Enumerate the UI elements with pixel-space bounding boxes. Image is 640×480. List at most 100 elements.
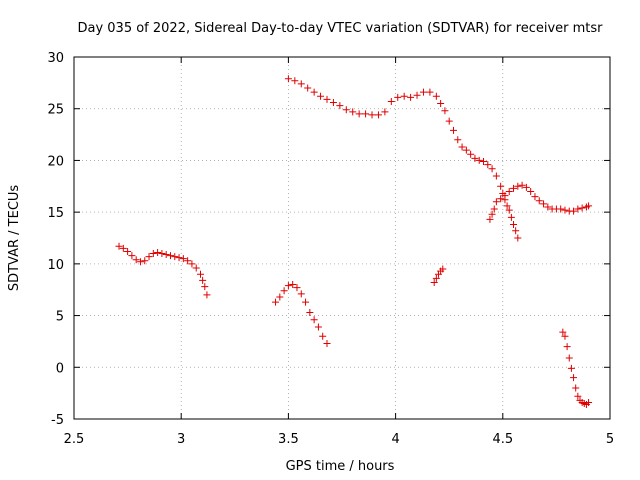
data-point [531,193,539,201]
data-point [522,183,530,191]
data-point [297,80,305,88]
x-axis-label: GPS time / hours [286,459,395,474]
data-point [310,88,318,96]
data-point [432,92,440,100]
y-tick-label: 30 [47,51,64,66]
data-point [368,111,376,119]
data-point [585,398,593,406]
data-point [284,75,292,83]
data-point [304,84,312,92]
data-point [497,182,505,190]
data-point [561,206,569,214]
data-point [323,339,331,347]
data-point [291,77,299,85]
data-point [306,308,314,316]
data-point [136,258,144,266]
data-point [276,293,284,301]
data-point [115,242,123,250]
axis-ticks [73,56,611,420]
data-point [154,248,162,256]
data-point [486,215,494,223]
data-point [490,205,498,213]
data-point [563,343,571,351]
data-point [527,187,535,195]
data-point [317,92,325,100]
data-point [488,165,496,173]
data-point [280,287,288,295]
data-point [437,100,445,108]
data-point [203,291,211,299]
x-tick-label: 4 [391,432,399,447]
data-point [544,203,552,211]
data-point [128,252,136,260]
data-point [574,392,582,400]
data-point [314,323,322,331]
data-point [561,332,569,340]
data-point [484,161,492,169]
data-point [149,250,157,258]
data-point [505,187,513,195]
y-tick-label: 20 [47,154,64,169]
data-point [467,150,475,158]
data-point [475,156,483,164]
data-point [419,88,427,96]
data-point [374,111,382,119]
data-point [430,278,438,286]
data-point [336,102,344,110]
data-point [507,213,515,221]
data-point [492,198,500,206]
data-point [175,254,183,262]
data-point [557,205,565,213]
data-point [199,276,207,284]
y-tick-label: -5 [51,413,64,428]
data-point [449,126,457,134]
data-point [119,244,127,252]
data-point [293,284,301,292]
data-point [480,157,488,165]
data-point [188,260,196,268]
data-point [302,298,310,306]
data-point [514,234,522,242]
data-point [540,200,548,208]
data-point [297,290,305,298]
data-point [355,110,363,118]
data-point [145,253,153,261]
data-point [454,136,462,144]
data-point [578,204,586,212]
x-tick-labels: 2.5 3 3.5 4 4.5 5 [64,432,614,447]
data-point [432,274,440,282]
data-point [284,282,292,290]
data-point [179,255,187,263]
data-point [132,256,140,264]
data-point [503,202,511,210]
data-point [585,202,593,210]
plot-frame [73,56,611,420]
data-point [426,88,434,96]
data-point [439,265,447,273]
data-point [458,143,466,151]
data-point [272,298,280,306]
y-tick-labels: -5 0 5 10 15 20 25 30 [47,51,64,428]
data-point [171,253,179,261]
data-point [192,264,200,272]
x-tick-label: 2.5 [64,432,85,447]
data-point [349,108,357,116]
data-point [362,110,370,118]
data-point [407,93,415,101]
data-point [413,91,421,99]
x-tick-label: 3 [177,432,185,447]
data-point [289,281,297,289]
data-point [387,97,395,105]
data-points [115,75,593,409]
data-point [319,332,327,340]
x-tick-label: 5 [606,432,614,447]
data-point [441,107,449,115]
data-point [570,207,578,215]
y-tick-label: 25 [47,103,64,118]
chart-title: Day 035 of 2022, Sidereal Day-to-day VTE… [77,21,603,36]
data-point [510,221,518,229]
data-point [488,210,496,218]
data-point [342,106,350,114]
data-point [124,247,132,255]
data-point [184,257,192,265]
